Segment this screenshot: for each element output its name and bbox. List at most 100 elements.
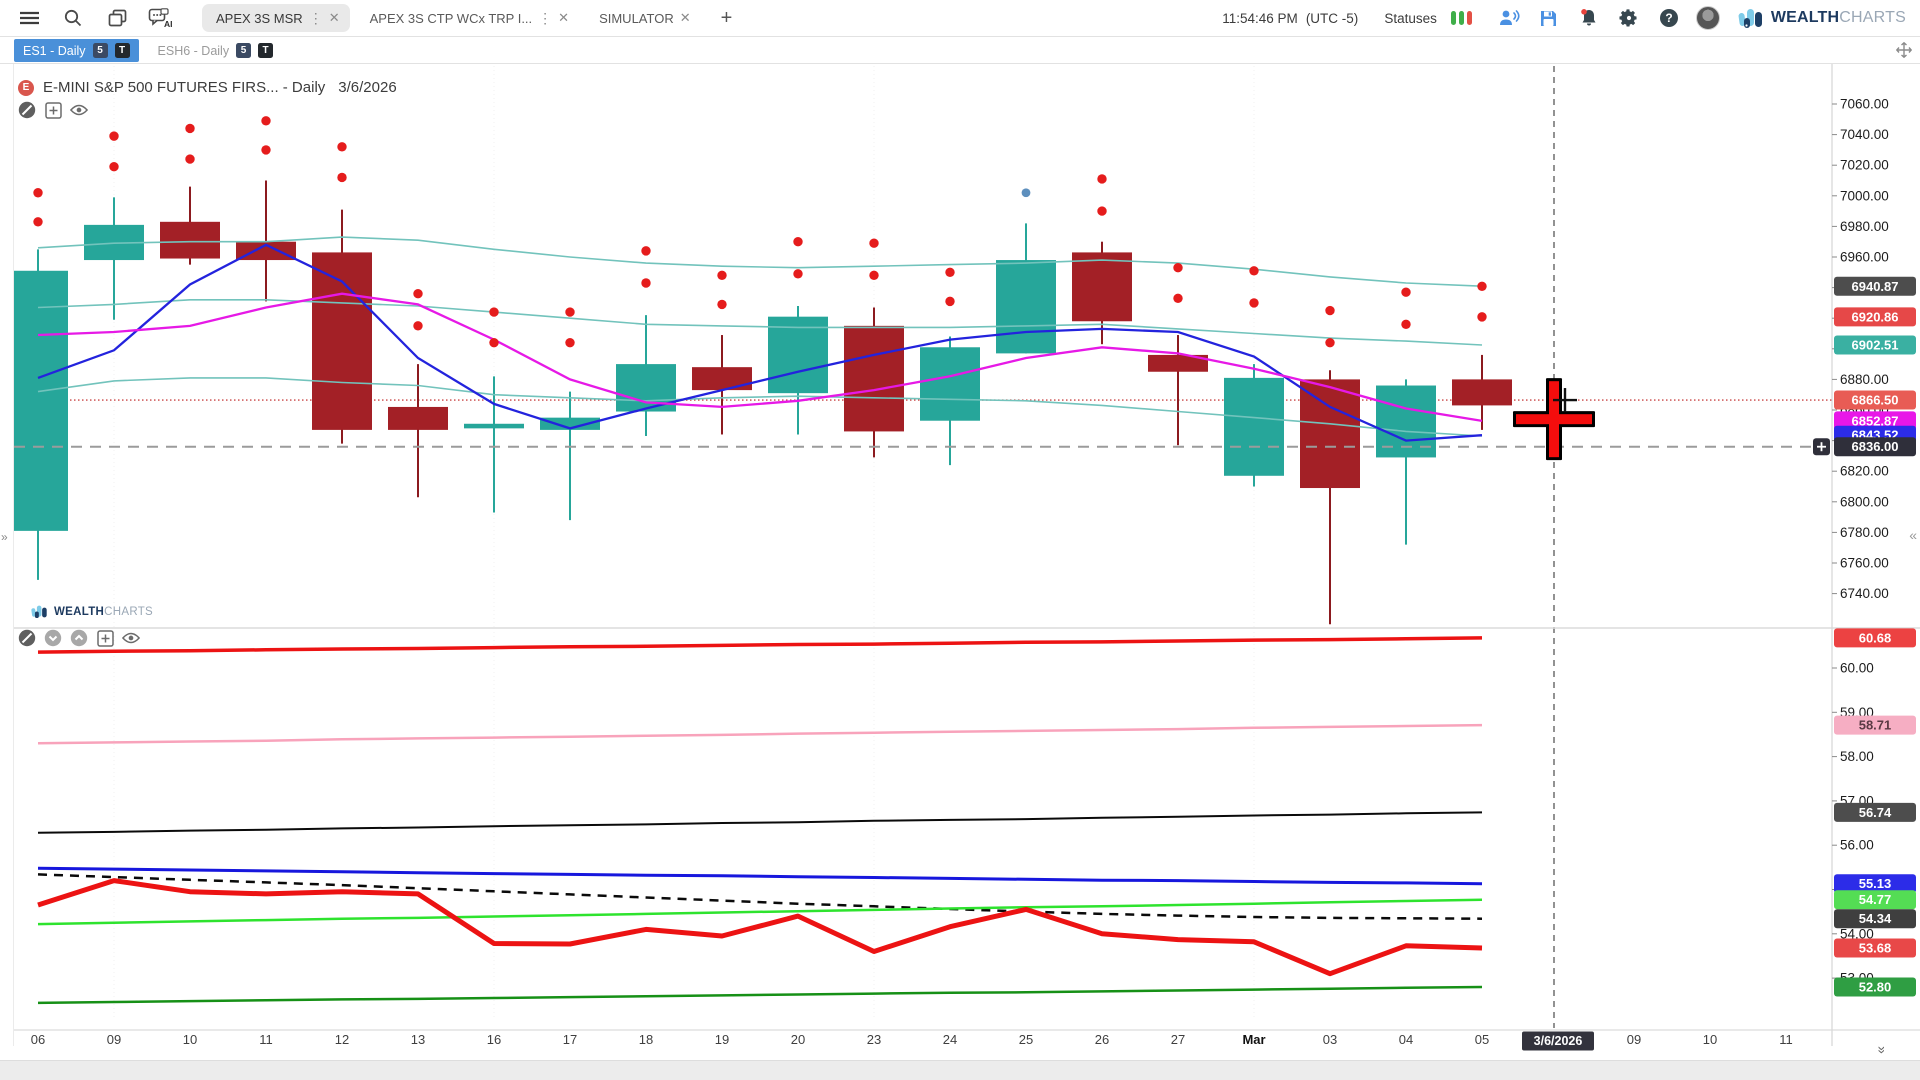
value-badge [1834, 802, 1916, 822]
svg-text:11: 11 [1779, 1032, 1793, 1047]
tab-kebab-icon[interactable]: ⋮ [538, 9, 553, 26]
tab-close-icon[interactable]: ✕ [679, 10, 691, 25]
chart-tab-strip: ES1 - Daily 5 T ESH6 - Daily 5 T [0, 37, 1920, 64]
hamburger-menu-icon[interactable] [16, 5, 42, 31]
svg-text:6740.00: 6740.00 [1840, 586, 1889, 601]
indicator-light_green [37, 898, 1483, 926]
svg-text:?: ? [1665, 11, 1672, 25]
svg-text:3/6/2026: 3/6/2026 [1534, 1034, 1583, 1048]
indicator-dark_green [37, 985, 1483, 1005]
move-chart-icon[interactable] [1895, 41, 1913, 63]
save-icon[interactable] [1536, 5, 1562, 31]
svg-text:52.80: 52.80 [1859, 979, 1892, 994]
chart-tab-label: ES1 - Daily [23, 43, 86, 58]
chart-tab-label: ESH6 - Daily [157, 43, 230, 58]
overlay-upper_band [37, 236, 1483, 287]
chart-title: E-MINI S&P 500 FUTURES FIRS... - Daily [43, 79, 326, 96]
top-bar: AI APEX 3S MSR ⋮ ✕ APEX 3S CTP WCx TRP I… [0, 0, 1920, 37]
visibility-eye-icon[interactable] [122, 629, 140, 647]
ai-chat-icon[interactable]: AI [148, 5, 174, 31]
expand-left-panel-icon[interactable]: » [1, 530, 8, 544]
move-panel-up-icon[interactable] [70, 629, 88, 647]
notifications-bell-icon[interactable] [1576, 5, 1602, 31]
svg-text:58.71: 58.71 [1859, 718, 1892, 733]
tab-close-icon[interactable]: ✕ [558, 10, 570, 25]
brand-bold: WEALTH [1770, 9, 1840, 26]
svg-text:11: 11 [259, 1032, 273, 1047]
svg-text:17: 17 [563, 1032, 577, 1047]
value-badge [1834, 628, 1916, 648]
lower-panel-toolbar [18, 629, 140, 647]
svg-text:7040.00: 7040.00 [1840, 127, 1889, 142]
svg-text:7000.00: 7000.00 [1840, 188, 1889, 203]
svg-text:19: 19 [715, 1032, 729, 1047]
add-indicator-icon[interactable] [44, 101, 62, 119]
workspace-tab-simulator[interactable]: SIMULATOR ✕ [585, 4, 701, 32]
svg-text:6940.87: 6940.87 [1852, 279, 1899, 294]
indicator-pink [37, 723, 1483, 745]
clock-timezone: (UTC -5) [1305, 10, 1359, 26]
tab-badge-t: T [114, 43, 130, 58]
indicator-black [37, 811, 1483, 834]
svg-text:7020.00: 7020.00 [1840, 158, 1889, 173]
svg-text:6836.00: 6836.00 [1852, 439, 1899, 454]
candlesticks [8, 180, 1512, 625]
support-person-icon[interactable] [1496, 5, 1522, 31]
svg-text:6880.00: 6880.00 [1840, 372, 1889, 387]
chart-tab-es1-daily[interactable]: ES1 - Daily 5 T [14, 39, 139, 62]
workspace-tab-apex-3s-msr[interactable]: APEX 3S MSR ⋮ ✕ [202, 4, 350, 32]
settings-gear-icon[interactable] [1616, 5, 1642, 31]
visibility-eye-icon[interactable] [70, 101, 88, 119]
svg-text:60.00: 60.00 [1840, 661, 1874, 676]
disable-drawing-icon[interactable] [18, 101, 36, 119]
disable-drawing-icon[interactable] [18, 629, 36, 647]
value-badge [1834, 715, 1916, 735]
value-badge [1834, 890, 1916, 910]
status-bar-green [1458, 11, 1464, 25]
add-workspace-tab-button[interactable]: + [720, 6, 733, 29]
svg-text:27: 27 [1171, 1032, 1185, 1047]
svg-text:54.77: 54.77 [1859, 892, 1892, 907]
svg-text:6800.00: 6800.00 [1840, 494, 1889, 509]
overlay-middle_band [37, 299, 1483, 346]
overlay-lower_band [37, 377, 1483, 437]
svg-text:26: 26 [1095, 1032, 1109, 1047]
workspace-tab-label: SIMULATOR [599, 10, 674, 26]
brand-light: CHARTS [1839, 9, 1906, 26]
move-panel-down-icon[interactable] [44, 629, 62, 647]
svg-text:56.74: 56.74 [1859, 805, 1892, 820]
svg-text:04: 04 [1399, 1032, 1413, 1047]
crosshair-date-badge [1522, 1031, 1594, 1051]
workspace-tab-apex-3s-ctp[interactable]: APEX 3S CTP WCx TRP I... ⋮ ✕ [356, 4, 579, 32]
price-badge [1834, 437, 1916, 457]
statuses-label[interactable]: Statuses [1384, 10, 1437, 26]
help-icon[interactable]: ? [1656, 5, 1682, 31]
add-indicator-icon[interactable] [96, 629, 114, 647]
tab-kebab-icon[interactable]: ⋮ [308, 9, 323, 26]
user-avatar[interactable] [1695, 6, 1720, 30]
workspace-tabs: APEX 3S MSR ⋮ ✕ APEX 3S CTP WCx TRP I...… [202, 4, 732, 32]
tab-badge-t: T [258, 43, 274, 58]
workspace-tab-label: APEX 3S CTP WCx TRP I... [369, 10, 533, 26]
svg-text:10: 10 [183, 1032, 197, 1047]
price-badge [1834, 411, 1916, 431]
collapse-right-panel-icon[interactable]: « [1909, 527, 1917, 543]
indicator-black_dashed [37, 873, 1483, 920]
search-icon[interactable] [60, 5, 86, 31]
tab-badge-5: 5 [92, 43, 108, 58]
svg-text:58.00: 58.00 [1840, 749, 1874, 764]
layouts-copy-icon[interactable] [104, 5, 130, 31]
price-badge [1834, 307, 1916, 327]
value-badge [1834, 938, 1916, 958]
svg-text:55.13: 55.13 [1859, 876, 1892, 891]
exchange-icon: E [18, 79, 34, 96]
chart-tab-esh6-daily[interactable]: ESH6 - Daily 5 T [149, 39, 283, 62]
chart-header: E E-MINI S&P 500 FUTURES FIRS... - Daily… [18, 79, 397, 96]
chart-watermark: WEALTHCHARTS [31, 604, 153, 619]
drawing-toolbar-collapsed: » [0, 64, 14, 1046]
scroll-up-chevrons-icon[interactable]: « [1871, 1046, 1888, 1054]
watermark-light: CHARTS [104, 605, 154, 618]
tab-close-icon[interactable]: ✕ [328, 10, 340, 25]
indicator-red_jagged [37, 878, 1483, 977]
